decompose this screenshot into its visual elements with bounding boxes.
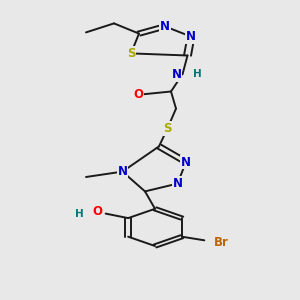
Text: N: N <box>118 165 128 178</box>
Text: N: N <box>186 30 196 43</box>
Text: N: N <box>172 68 182 81</box>
Text: N: N <box>172 177 182 190</box>
Text: Br: Br <box>213 236 228 249</box>
Text: H: H <box>75 208 83 219</box>
Text: S: S <box>163 122 172 135</box>
Text: O: O <box>134 88 143 101</box>
Text: N: N <box>160 20 170 33</box>
Text: S: S <box>127 47 135 60</box>
Text: N: N <box>181 155 191 169</box>
Text: H: H <box>193 69 202 80</box>
Text: O: O <box>92 205 102 218</box>
